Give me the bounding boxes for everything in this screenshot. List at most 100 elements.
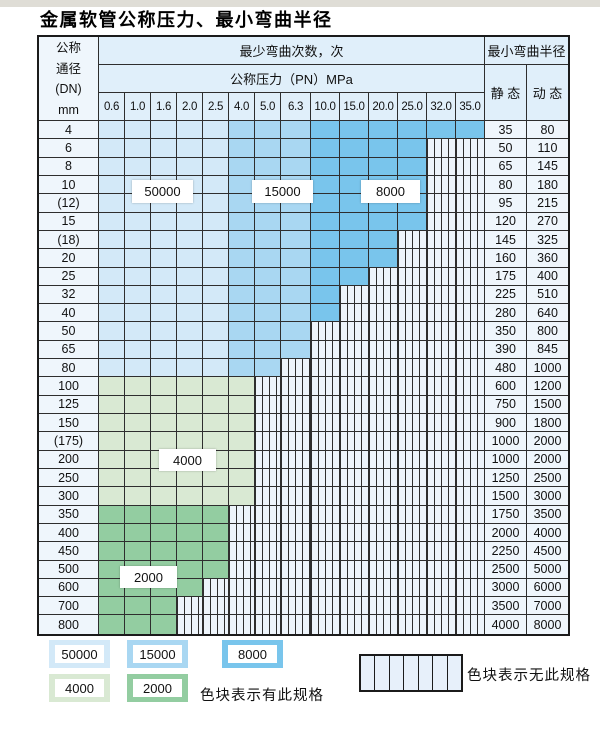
spec-cell xyxy=(99,230,125,250)
spec-cell xyxy=(99,304,125,323)
static-value-cell: 480 xyxy=(485,359,527,378)
dynamic-value-cell: 4500 xyxy=(527,542,568,561)
spec-cell xyxy=(151,230,177,250)
no-spec-cell xyxy=(369,505,398,524)
no-spec-box-cell xyxy=(375,656,390,690)
no-spec-box-cell xyxy=(418,656,434,690)
no-spec-cell xyxy=(456,230,485,250)
no-spec-cell xyxy=(456,523,485,543)
dn-cell: 4 xyxy=(39,121,99,140)
spec-cell xyxy=(203,395,229,414)
no-spec-cell xyxy=(281,578,311,598)
no-spec-cell xyxy=(398,304,427,323)
no-spec-cell xyxy=(398,468,427,488)
pressure-col-header: 1.0 xyxy=(125,93,151,121)
spec-cell xyxy=(398,121,427,140)
dynamic-value-cell: 3000 xyxy=(527,487,568,506)
spec-cell xyxy=(125,212,151,231)
no-spec-cell xyxy=(398,395,427,414)
no-spec-cell xyxy=(369,395,398,414)
static-value-cell: 145 xyxy=(485,230,527,250)
no-spec-cell xyxy=(255,505,281,524)
no-spec-box-cell xyxy=(433,656,448,690)
dynamic-value-cell: 215 xyxy=(527,194,568,213)
no-spec-cell xyxy=(427,560,456,579)
radius-header: 最小弯曲半径 xyxy=(485,37,568,65)
dn-cell: (12) xyxy=(39,194,99,213)
spec-cell xyxy=(99,267,125,286)
spec-cell xyxy=(99,249,125,268)
no-spec-cell xyxy=(311,322,340,341)
no-spec-cell xyxy=(398,505,427,524)
no-spec-cell xyxy=(369,523,398,543)
legend-swatch-label: 8000 xyxy=(228,645,277,663)
spec-cell xyxy=(311,285,340,305)
spec-cell xyxy=(456,121,485,140)
no-spec-cell xyxy=(340,560,369,579)
spec-cell xyxy=(203,414,229,433)
dn-cell: 350 xyxy=(39,505,99,524)
spec-cell xyxy=(311,212,340,231)
spec-cell xyxy=(151,121,177,140)
no-spec-cell xyxy=(398,523,427,543)
no-spec-cell xyxy=(340,304,369,323)
no-spec-cell xyxy=(456,267,485,286)
spec-cell xyxy=(398,212,427,231)
no-spec-cell xyxy=(281,487,311,506)
dynamic-value-cell: 400 xyxy=(527,267,568,286)
dn-cell: 500 xyxy=(39,560,99,579)
no-spec-cell xyxy=(340,468,369,488)
no-spec-cell xyxy=(255,487,281,506)
spec-cell xyxy=(125,322,151,341)
no-spec-cell xyxy=(456,487,485,506)
spec-cell xyxy=(151,542,177,561)
no-spec-cell xyxy=(340,523,369,543)
dn-cell: 300 xyxy=(39,487,99,506)
no-spec-cell xyxy=(229,523,255,543)
static-value-cell: 1000 xyxy=(485,450,527,469)
no-spec-cell xyxy=(456,414,485,433)
no-spec-cell xyxy=(311,523,340,543)
no-spec-cell xyxy=(311,615,340,634)
no-spec-cell xyxy=(229,505,255,524)
no-spec-cell xyxy=(255,468,281,488)
spec-cell xyxy=(281,230,311,250)
no-spec-cell xyxy=(427,304,456,323)
spec-cell xyxy=(203,175,229,195)
no-spec-cell xyxy=(311,395,340,414)
spec-cell xyxy=(203,432,229,451)
no-spec-cell xyxy=(456,377,485,396)
spec-cell xyxy=(177,377,203,396)
cycles-header: 最少弯曲次数，次 xyxy=(99,37,485,65)
static-value-cell: 2000 xyxy=(485,523,527,543)
spec-cell xyxy=(203,377,229,396)
spec-cell xyxy=(255,212,281,231)
spec-cell xyxy=(125,487,151,506)
static-value-cell: 1750 xyxy=(485,505,527,524)
spec-cell xyxy=(255,230,281,250)
dynamic-value-cell: 1200 xyxy=(527,377,568,396)
no-spec-cell xyxy=(255,395,281,414)
no-spec-cell xyxy=(281,505,311,524)
spec-cell xyxy=(99,505,125,524)
dynamic-value-cell: 2500 xyxy=(527,468,568,488)
spec-cell xyxy=(281,267,311,286)
no-spec-cell xyxy=(281,542,311,561)
dynamic-value-cell: 2000 xyxy=(527,450,568,469)
dn-cell: 150 xyxy=(39,414,99,433)
static-value-cell: 4000 xyxy=(485,615,527,634)
dynamic-value-cell: 7000 xyxy=(527,597,568,616)
no-spec-cell xyxy=(427,450,456,469)
pressure-col-header: 6.3 xyxy=(281,93,311,121)
cycle-count-label: 8000 xyxy=(361,180,420,203)
spec-cell xyxy=(99,285,125,305)
no-spec-cell xyxy=(255,414,281,433)
spec-cell xyxy=(177,267,203,286)
no-spec-cell xyxy=(340,450,369,469)
dn-cell: 20 xyxy=(39,249,99,268)
dn-column-header: 公称 通径 (DN) mm xyxy=(39,37,99,121)
no-spec-cell xyxy=(369,597,398,616)
spec-cell xyxy=(125,450,151,469)
spec-cell xyxy=(99,395,125,414)
